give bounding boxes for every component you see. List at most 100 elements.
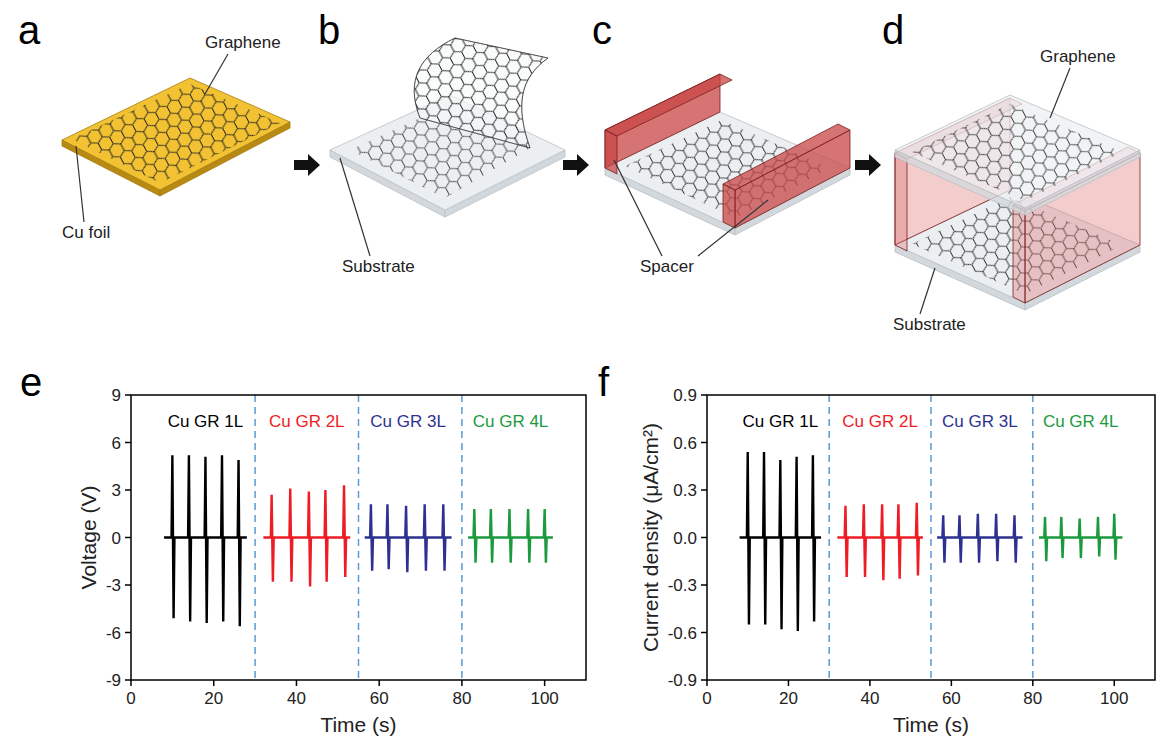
- leader-line: [205, 54, 228, 94]
- slab-top: [62, 78, 290, 190]
- y-tick: [125, 632, 131, 634]
- y-tick-label: -0.3: [668, 576, 697, 595]
- y-tick-label: 0.0: [673, 529, 697, 548]
- x-tick: [706, 680, 708, 686]
- diagram-label: Cu foil: [62, 223, 110, 242]
- plot-frame: [707, 395, 1155, 680]
- plot-area: [740, 452, 1123, 631]
- y-tick-label: 6: [112, 434, 121, 453]
- x-tick: [1114, 680, 1116, 686]
- x-tick: [788, 680, 790, 686]
- series-line: [164, 455, 247, 626]
- spacer: [723, 124, 850, 228]
- spacer: [605, 74, 732, 174]
- leader-line: [340, 158, 370, 256]
- slab-top: [895, 95, 1140, 208]
- x-tick: [951, 680, 953, 686]
- series-label: Cu GR 3L: [942, 412, 1018, 431]
- separator: [358, 395, 360, 680]
- x-tick-label: 0: [126, 689, 135, 708]
- y-tick-label: 0.3: [673, 481, 697, 500]
- y-tick: [125, 442, 131, 444]
- x-tick-label: 40: [287, 689, 306, 708]
- series-line: [263, 485, 350, 586]
- diagram-label: Spacer: [640, 257, 694, 276]
- figure: abcdGrapheneCu foilSubstrateSpacerGraphe…: [0, 0, 1165, 746]
- y-tick: [701, 489, 707, 491]
- x-tick: [1032, 680, 1034, 686]
- y-tick-label: -6: [106, 624, 121, 643]
- x-axis-title: Time (s): [320, 713, 396, 736]
- x-tick: [378, 680, 380, 686]
- chart-0: e020406080100-9-6-30369Time (s)Voltage (…: [20, 360, 586, 736]
- panel-letter: f: [598, 360, 610, 404]
- panel-letter: b: [318, 8, 340, 52]
- separator: [254, 395, 256, 680]
- leader-line: [1050, 68, 1070, 118]
- x-tick-label: 20: [204, 689, 223, 708]
- x-tick: [213, 680, 215, 686]
- substrate-top: [895, 95, 1140, 215]
- y-tick-label: 9: [112, 386, 121, 405]
- graphene-flap: [414, 38, 548, 148]
- x-tick: [130, 680, 132, 686]
- series-line: [365, 504, 452, 572]
- graphene-flap-bg: [414, 38, 548, 148]
- y-tick-label: -0.9: [668, 671, 697, 690]
- y-tick-label: 3: [112, 481, 121, 500]
- arrow: [294, 154, 320, 176]
- graphene: [912, 104, 1122, 201]
- separator: [828, 395, 830, 680]
- y-tick: [125, 489, 131, 491]
- spacer-face: [895, 153, 907, 251]
- y-tick-label: 0: [112, 529, 121, 548]
- series-line: [740, 452, 821, 631]
- series-label: Cu GR 3L: [370, 412, 446, 431]
- arrow: [563, 154, 589, 176]
- x-tick: [869, 680, 871, 686]
- leader-line: [614, 160, 662, 256]
- y-tick: [701, 584, 707, 586]
- x-tick-label: 80: [452, 689, 471, 708]
- y-axis-title: Voltage (V): [77, 486, 100, 590]
- series-label: Cu GR 1L: [743, 412, 819, 431]
- y-tick-label: 0.6: [673, 434, 697, 453]
- x-tick-label: 0: [702, 689, 711, 708]
- chart-1: f020406080100-0.9-0.6-0.30.00.30.60.9Tim…: [598, 360, 1155, 736]
- x-tick-label: 40: [860, 689, 879, 708]
- y-tick-label: 0.9: [673, 386, 697, 405]
- x-tick: [461, 680, 463, 686]
- diagram-label: Graphene: [1040, 47, 1116, 66]
- graphene: [72, 84, 280, 183]
- y-tick: [701, 632, 707, 634]
- panel-letter: e: [20, 360, 42, 404]
- y-tick: [701, 679, 707, 681]
- separator: [930, 395, 932, 680]
- x-tick-label: 100: [530, 689, 558, 708]
- spacer-face: [723, 184, 735, 228]
- x-tick-label: 100: [1100, 689, 1128, 708]
- y-tick: [125, 394, 131, 396]
- x-tick: [544, 680, 546, 686]
- leader-line: [920, 268, 935, 314]
- series-line: [837, 503, 923, 581]
- y-tick: [125, 679, 131, 681]
- plot-frame: [131, 395, 586, 680]
- y-tick: [125, 584, 131, 586]
- series-label: Cu GR 1L: [168, 412, 244, 431]
- x-tick-label: 60: [370, 689, 389, 708]
- series-label: Cu GR 2L: [842, 412, 918, 431]
- series-line: [937, 514, 1023, 563]
- y-tick-label: -0.6: [668, 624, 697, 643]
- panel-letter: c: [592, 8, 612, 52]
- series-line: [468, 509, 553, 563]
- leader-line: [76, 146, 84, 222]
- separator: [1032, 395, 1034, 680]
- spacer-face: [723, 124, 850, 190]
- series-label: Cu GR 4L: [473, 412, 549, 431]
- y-tick: [701, 442, 707, 444]
- y-axis-title: Current density (μA/cm²): [639, 423, 662, 652]
- y-tick-label: -3: [106, 576, 121, 595]
- series-line: [1039, 514, 1122, 562]
- leader-line: [698, 200, 768, 256]
